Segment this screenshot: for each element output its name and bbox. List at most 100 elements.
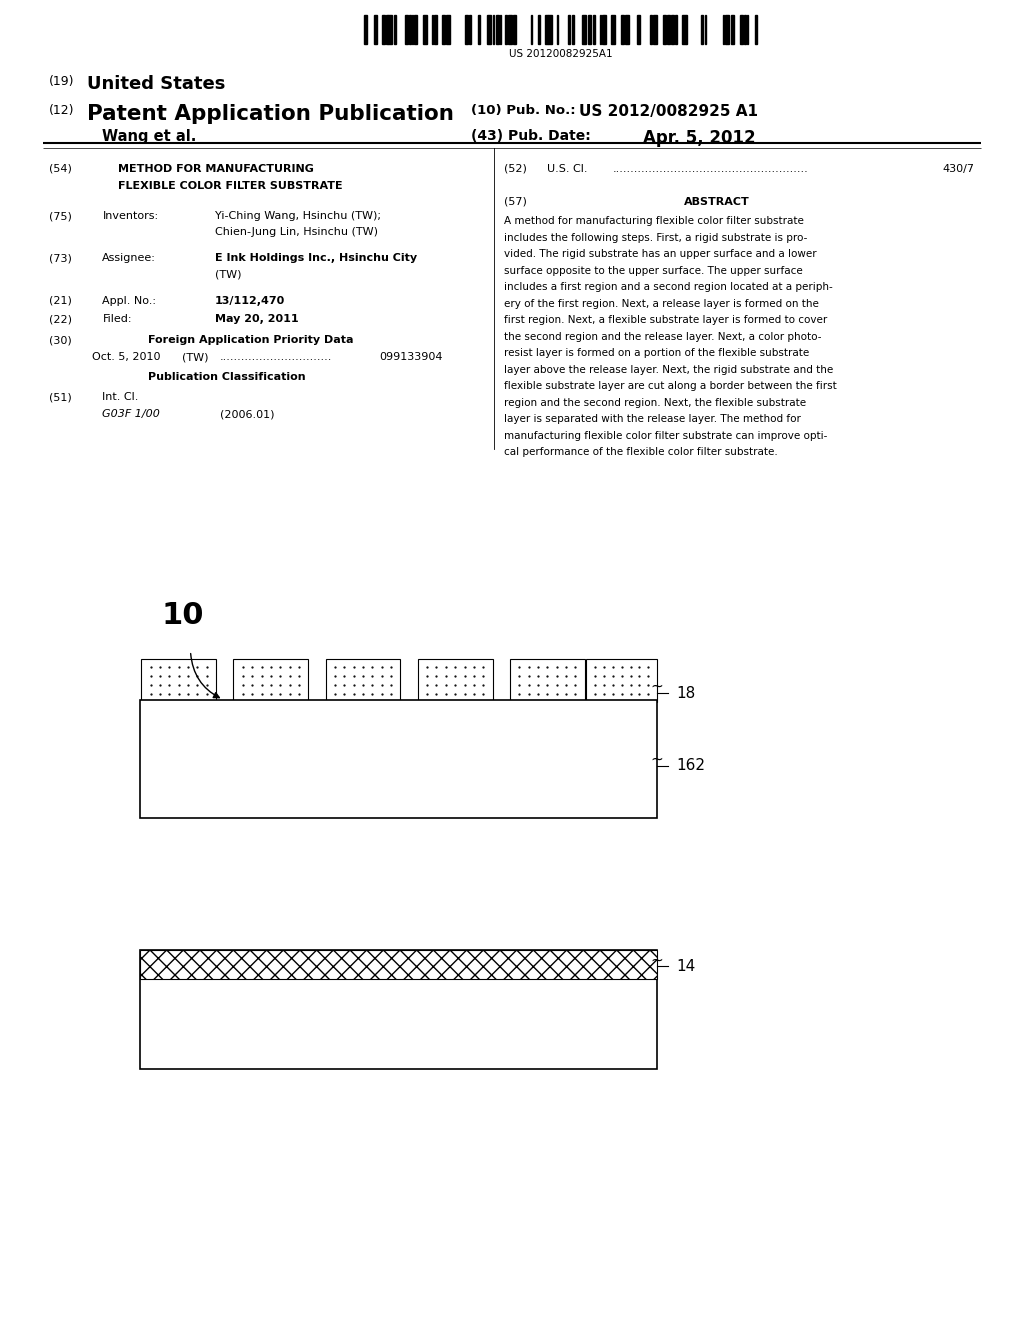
Bar: [686, 15, 687, 44]
Bar: [746, 15, 749, 44]
Bar: [233, 659, 308, 702]
Bar: [487, 15, 490, 44]
Text: layer is separated with the release layer. The method for: layer is separated with the release laye…: [504, 414, 801, 425]
Bar: [393, 15, 395, 44]
Bar: [557, 15, 558, 44]
Bar: [705, 15, 707, 44]
Text: (10) Pub. No.:: (10) Pub. No.:: [471, 104, 575, 117]
Text: ~: ~: [651, 751, 664, 767]
Text: (21): (21): [49, 296, 72, 306]
Bar: [500, 15, 501, 44]
Bar: [140, 700, 657, 818]
Text: (54): (54): [49, 164, 72, 174]
Text: ~: ~: [651, 952, 664, 968]
Text: the second region and the release layer. Next, a color photo-: the second region and the release layer.…: [504, 331, 821, 342]
Text: 099133904: 099133904: [379, 352, 442, 363]
Bar: [478, 15, 479, 44]
Text: 162: 162: [676, 758, 705, 774]
Bar: [141, 659, 216, 702]
Text: (73): (73): [49, 253, 72, 264]
Bar: [568, 15, 570, 44]
Bar: [388, 15, 392, 44]
Bar: [730, 15, 734, 44]
Text: U.S. Cl.: U.S. Cl.: [547, 164, 588, 174]
Text: (19): (19): [49, 75, 75, 88]
Text: first region. Next, a flexible substrate layer is formed to cover: first region. Next, a flexible substrate…: [504, 315, 827, 326]
Text: METHOD FOR MANUFACTURING: METHOD FOR MANUFACTURING: [118, 164, 313, 174]
Bar: [593, 15, 595, 44]
Text: Appl. No.:: Appl. No.:: [102, 296, 157, 306]
Text: Filed:: Filed:: [102, 314, 132, 325]
Bar: [409, 15, 411, 44]
Text: (52): (52): [504, 164, 526, 174]
Bar: [364, 15, 367, 44]
Bar: [675, 15, 678, 44]
Text: (TW): (TW): [182, 352, 209, 363]
Text: 13/112,470: 13/112,470: [215, 296, 286, 306]
Text: Foreign Application Priority Data: Foreign Application Priority Data: [148, 335, 354, 346]
Bar: [510, 659, 585, 702]
Bar: [326, 659, 400, 702]
Bar: [508, 15, 512, 44]
Text: (57): (57): [504, 197, 526, 207]
Bar: [672, 15, 674, 44]
Text: ABSTRACT: ABSTRACT: [684, 197, 750, 207]
Text: (43) Pub. Date:: (43) Pub. Date:: [471, 129, 591, 144]
Bar: [650, 15, 652, 44]
Bar: [756, 15, 757, 44]
Text: Int. Cl.: Int. Cl.: [102, 392, 139, 403]
Text: 430/7: 430/7: [942, 164, 974, 174]
Bar: [418, 659, 493, 702]
Bar: [496, 15, 499, 44]
Bar: [513, 15, 516, 44]
Text: (75): (75): [49, 211, 72, 222]
Text: Apr. 5, 2012: Apr. 5, 2012: [643, 129, 756, 148]
Bar: [374, 15, 377, 44]
Bar: [600, 15, 601, 44]
Bar: [682, 15, 686, 44]
Bar: [740, 15, 742, 44]
Text: flexible substrate layer are cut along a border between the first: flexible substrate layer are cut along a…: [504, 381, 837, 392]
Text: resist layer is formed on a portion of the flexible substrate: resist layer is formed on a portion of t…: [504, 348, 809, 359]
Text: E Ink Holdings Inc., Hsinchu City: E Ink Holdings Inc., Hsinchu City: [215, 253, 417, 264]
Text: Yi-Ching Wang, Hsinchu (TW);: Yi-Ching Wang, Hsinchu (TW);: [215, 211, 381, 222]
Bar: [446, 15, 450, 44]
Text: G03F 1/00: G03F 1/00: [102, 409, 161, 420]
Bar: [140, 950, 657, 979]
Text: (12): (12): [49, 104, 75, 117]
Text: ery of the first region. Next, a release layer is formed on the: ery of the first region. Next, a release…: [504, 298, 818, 309]
Text: 14: 14: [676, 958, 695, 974]
Text: includes a first region and a second region located at a periph-: includes a first region and a second reg…: [504, 282, 833, 293]
Bar: [404, 15, 408, 44]
Text: (30): (30): [49, 335, 72, 346]
Bar: [602, 15, 603, 44]
Text: ...............................: ...............................: [220, 352, 333, 363]
Text: United States: United States: [87, 75, 225, 94]
Text: US 2012/0082925 A1: US 2012/0082925 A1: [579, 104, 758, 119]
Text: May 20, 2011: May 20, 2011: [215, 314, 299, 325]
Bar: [743, 15, 746, 44]
Text: Chien-Jung Lin, Hsinchu (TW): Chien-Jung Lin, Hsinchu (TW): [215, 227, 378, 238]
Text: Assignee:: Assignee:: [102, 253, 157, 264]
Bar: [465, 15, 468, 44]
Bar: [386, 15, 388, 44]
Bar: [469, 15, 471, 44]
Text: ~: ~: [651, 678, 664, 694]
Bar: [414, 15, 417, 44]
Text: layer above the release layer. Next, the rigid substrate and the: layer above the release layer. Next, the…: [504, 364, 834, 375]
Bar: [610, 15, 614, 44]
Text: manufacturing flexible color filter substrate can improve opti-: manufacturing flexible color filter subs…: [504, 430, 827, 441]
Text: FLEXIBLE COLOR FILTER SUBSTRATE: FLEXIBLE COLOR FILTER SUBSTRATE: [118, 181, 342, 191]
Bar: [626, 15, 629, 44]
Bar: [572, 15, 574, 44]
Bar: [545, 15, 548, 44]
Text: (2006.01): (2006.01): [220, 409, 274, 420]
Bar: [725, 15, 728, 44]
Text: surface opposite to the upper surface. The upper surface: surface opposite to the upper surface. T…: [504, 265, 803, 276]
Bar: [434, 15, 437, 44]
Text: (22): (22): [49, 314, 72, 325]
Text: 10: 10: [162, 601, 205, 630]
Bar: [622, 15, 625, 44]
Bar: [653, 15, 657, 44]
Text: includes the following steps. First, a rigid substrate is pro-: includes the following steps. First, a r…: [504, 232, 807, 243]
